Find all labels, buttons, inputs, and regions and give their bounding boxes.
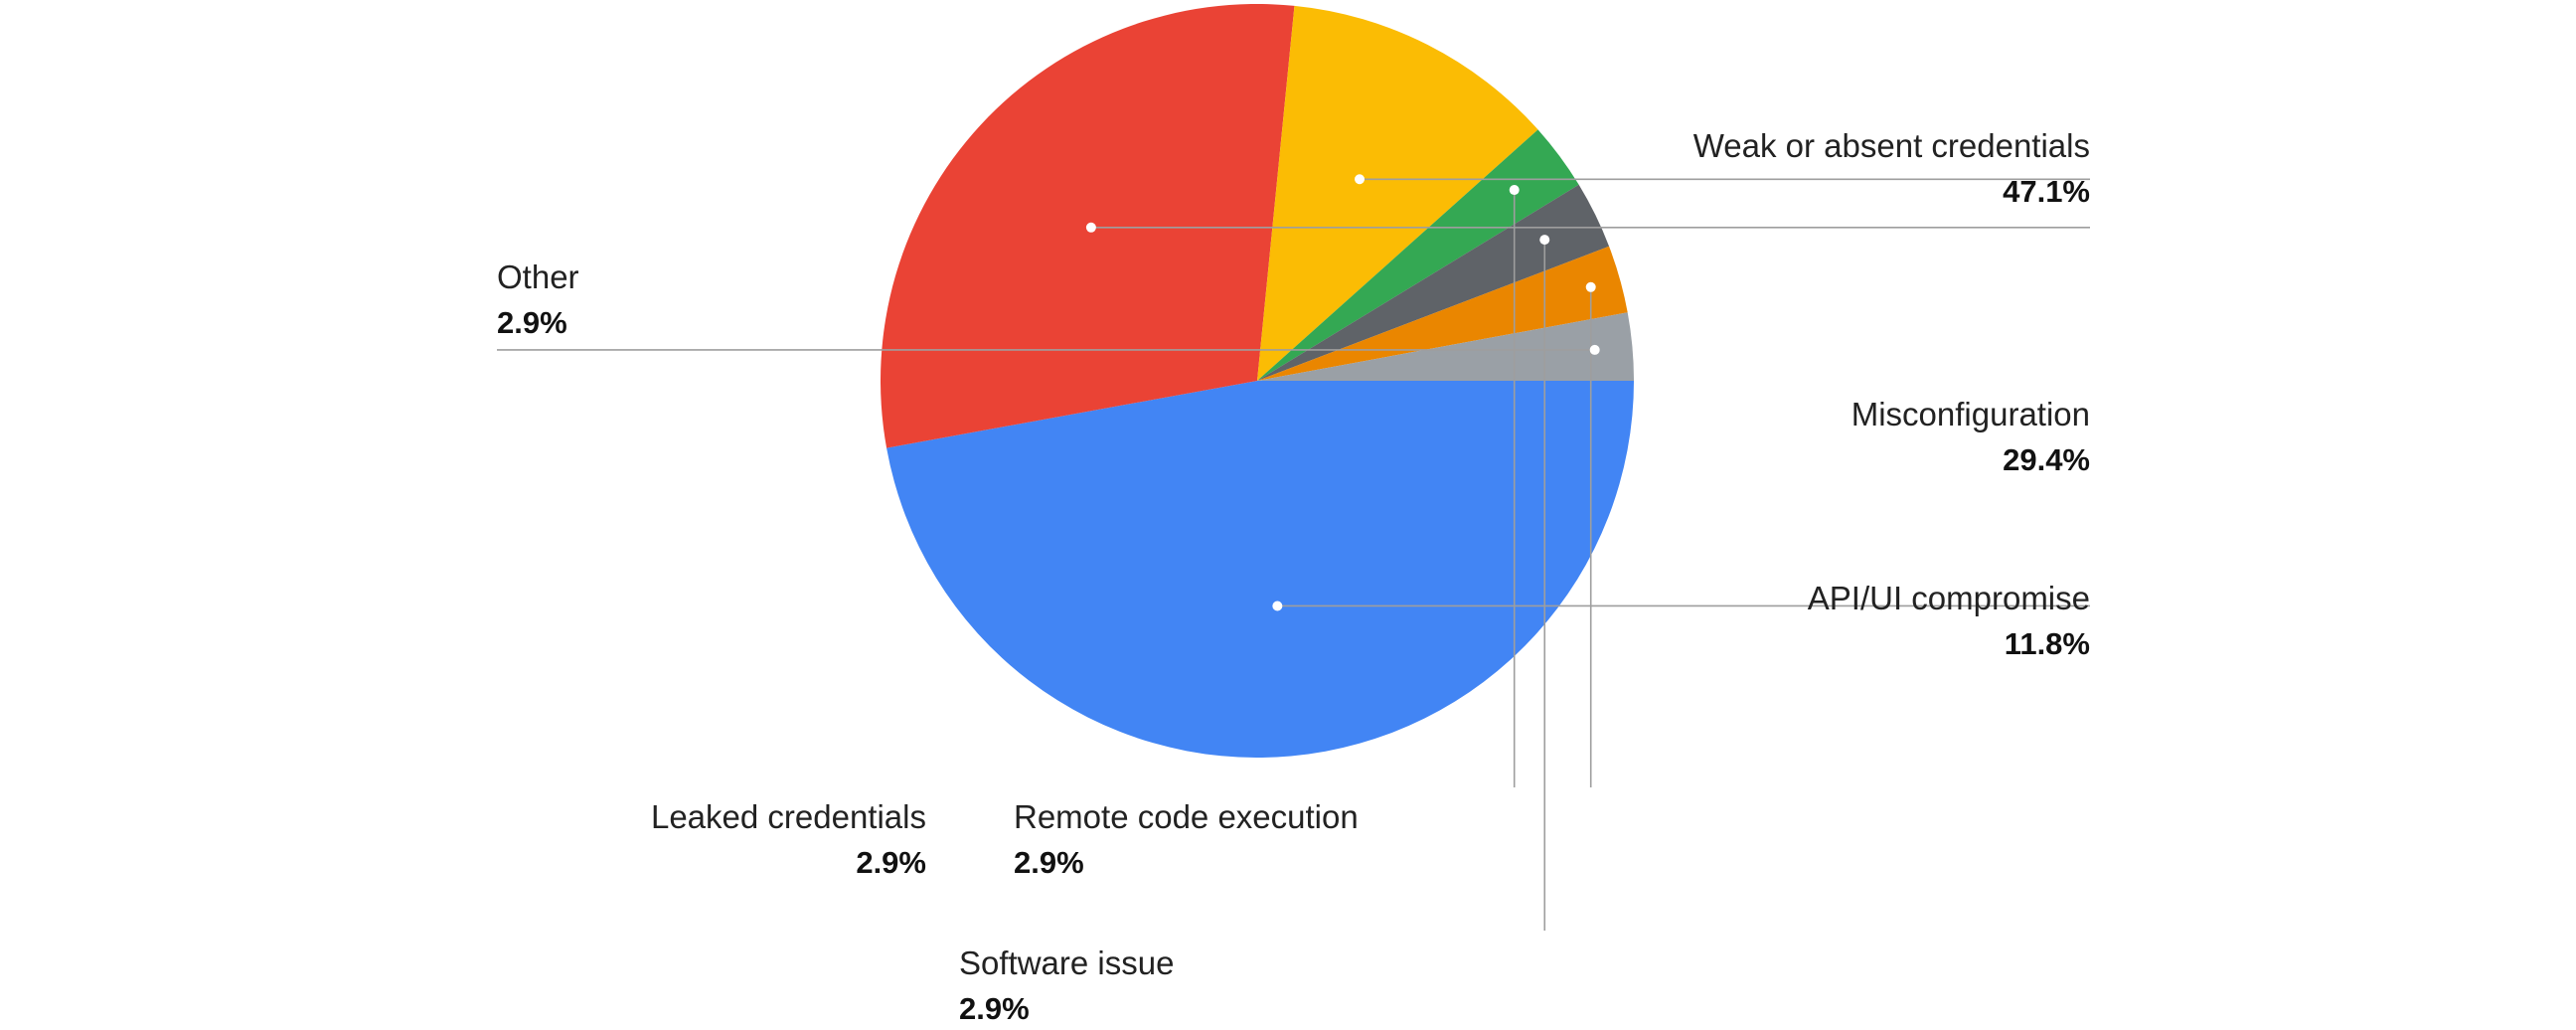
value-software-issue: 2.9%: [959, 991, 1030, 1026]
slice-api-ui-compromise: [1257, 5, 1538, 381]
value-leaked-credentials: 2.9%: [856, 845, 926, 880]
label-misconfiguration: Misconfiguration: [1852, 396, 2090, 432]
leader-dot-other: [1589, 344, 1600, 355]
slice-leaked-credentials: [1257, 246, 1628, 381]
leader-dot-software-issue: [1539, 235, 1550, 246]
label-weak-or-absent-credentials: Weak or absent credentials: [1693, 127, 2090, 164]
label-api-ui-compromise: API/UI compromise: [1808, 580, 2090, 616]
pie-slices: [881, 3, 1634, 758]
leader-dot-leaked-credentials: [1585, 281, 1596, 292]
leader-dot-weak-or-absent-credentials: [1272, 601, 1283, 611]
slice-remote-code-execution: [1257, 129, 1579, 381]
label-software-issue: Software issue: [959, 944, 1174, 981]
leader-dot-api-ui-compromise: [1355, 174, 1366, 185]
slice-weak-or-absent-credentials: [886, 381, 1634, 758]
slice-other: [1257, 312, 1634, 381]
value-remote-code-execution: 2.9%: [1014, 845, 1084, 880]
leader-dot-misconfiguration: [1085, 222, 1096, 233]
value-other: 2.9%: [497, 305, 567, 340]
leader-dot-remote-code-execution: [1509, 185, 1520, 196]
value-api-ui-compromise: 11.8%: [2005, 626, 2090, 661]
label-other: Other: [497, 258, 579, 295]
leader-lines: [497, 174, 2090, 931]
label-remote-code-execution: Remote code execution: [1014, 798, 1359, 835]
value-misconfiguration: 29.4%: [2003, 442, 2090, 477]
value-weak-or-absent-credentials: 47.1%: [2003, 174, 2090, 209]
slice-software-issue: [1257, 184, 1610, 381]
label-leaked-credentials: Leaked credentials: [651, 798, 926, 835]
slice-labels: Weak or absent credentials 47.1% Misconf…: [497, 127, 2090, 1026]
